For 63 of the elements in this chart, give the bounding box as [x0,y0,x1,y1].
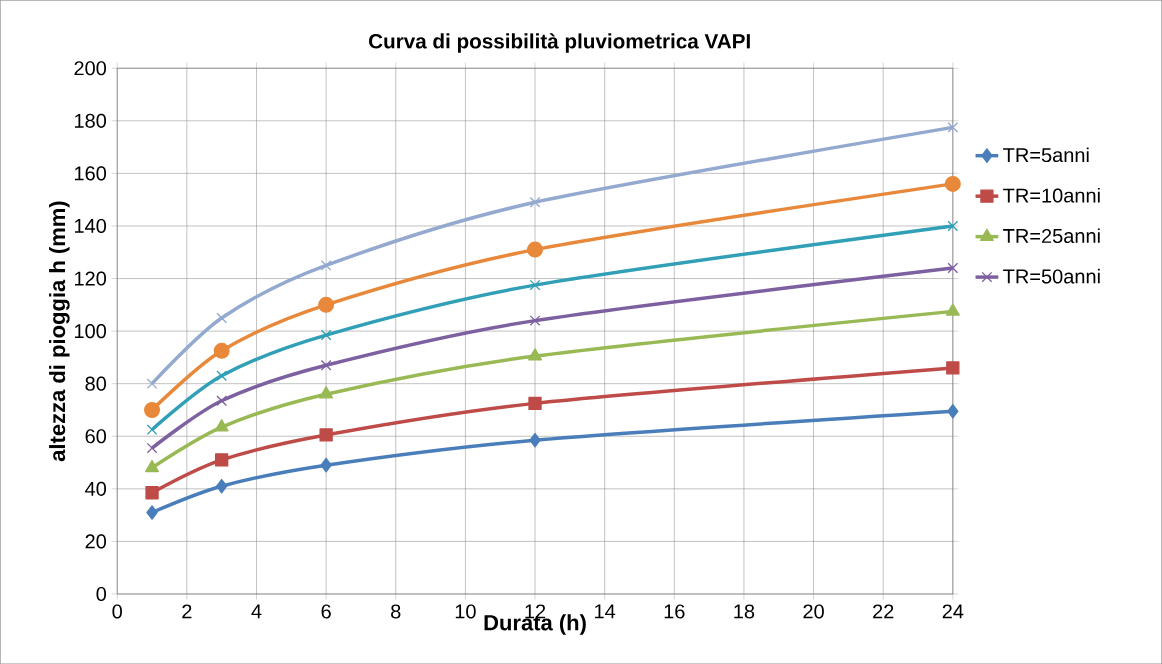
x-tick-label: 4 [251,604,262,619]
y-tick-label: 80 [85,376,107,391]
x-tick-label: 20 [803,604,824,619]
y-tick-label: 20 [85,534,107,549]
point [947,121,959,133]
y-tick-label: 40 [85,481,107,496]
x-tick-label: 14 [595,604,616,619]
point [216,370,228,382]
legend-label: TR=5anni [1003,147,1089,162]
point [529,279,541,291]
point [146,424,158,435]
point [529,315,541,326]
point [214,418,229,432]
x-tick-label: 24 [942,604,964,619]
point [216,395,228,407]
y-tick-label: 160 [75,166,107,181]
point [944,175,961,192]
x-tick-label: 10 [455,604,476,619]
point [529,432,541,448]
y-tick-label: 140 [75,218,107,233]
point [146,505,158,520]
y-tick-label: 0 [96,586,107,601]
point [318,296,335,313]
point [947,262,959,274]
point [320,329,332,341]
legend-label: TR=25anni [1003,228,1100,243]
point [945,303,960,316]
x-tick-label: 16 [664,604,685,619]
y-tick-label: 100 [75,323,107,339]
y-tick-label: 200 [74,61,107,76]
x-tick-label: 8 [391,604,401,619]
point [528,347,543,361]
point [215,453,229,467]
y-tick-label: 60 [85,429,107,444]
y-axis-title: altezza di pioggia h (mm) [49,201,70,462]
x-tick-label: 22 [873,604,894,619]
point [528,396,542,410]
x-tick-label: 2 [182,604,192,619]
chart-title: Curva di possibilità pluviometrica VAPI [369,33,750,53]
point [529,196,541,208]
point [320,359,332,371]
y-tick-label: 120 [75,271,107,286]
point [145,459,160,473]
point [213,342,230,359]
point [146,378,158,389]
legend-label: TR=10anni [1003,187,1100,203]
point [320,259,332,271]
point [144,401,161,418]
point [145,486,159,500]
point [320,457,332,473]
point [947,220,959,232]
point [319,428,333,442]
point [216,478,228,494]
point [319,386,334,399]
y-tick-label: 180 [75,113,107,128]
point [146,442,158,454]
point [527,241,544,258]
point [947,403,959,419]
point [946,361,960,375]
x-tick-label: 6 [321,604,331,619]
legend-label: TR=50anni [1003,268,1100,284]
x-tick-label: 0 [112,604,122,619]
x-tick-label: 18 [734,604,755,619]
